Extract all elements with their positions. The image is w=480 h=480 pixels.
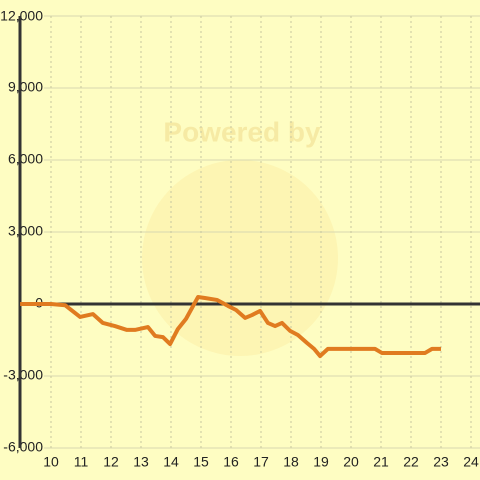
x-tick-label: 18 — [283, 454, 299, 470]
x-tick-label: 16 — [223, 454, 239, 470]
x-tick-label: 10 — [43, 454, 59, 470]
x-tick-label: 23 — [433, 454, 449, 470]
y-tick-label: 6,000 — [8, 151, 43, 167]
x-tick-label: 21 — [373, 454, 389, 470]
x-tick-label: 22 — [403, 454, 419, 470]
y-tick-label: -6,000 — [3, 439, 43, 455]
x-tick-label: 20 — [343, 454, 359, 470]
x-tick-label: 11 — [74, 454, 89, 470]
y-tick-label: 3,000 — [8, 223, 43, 239]
x-tick-label: 15 — [193, 454, 209, 470]
data-line — [20, 295, 441, 359]
x-tick-label: 19 — [313, 454, 329, 470]
y-tick-label: 9,000 — [8, 79, 43, 95]
x-tick-label: 12 — [103, 454, 119, 470]
y-tick-label: 12,000 — [0, 8, 43, 24]
x-tick-label: 17 — [253, 454, 269, 470]
watermark: Powered by — [163, 116, 321, 147]
y-tick-label: -3,000 — [3, 367, 43, 383]
x-tick-label: 14 — [163, 454, 179, 470]
x-tick-label: 24 — [463, 454, 479, 470]
x-tick-label: 13 — [133, 454, 149, 470]
